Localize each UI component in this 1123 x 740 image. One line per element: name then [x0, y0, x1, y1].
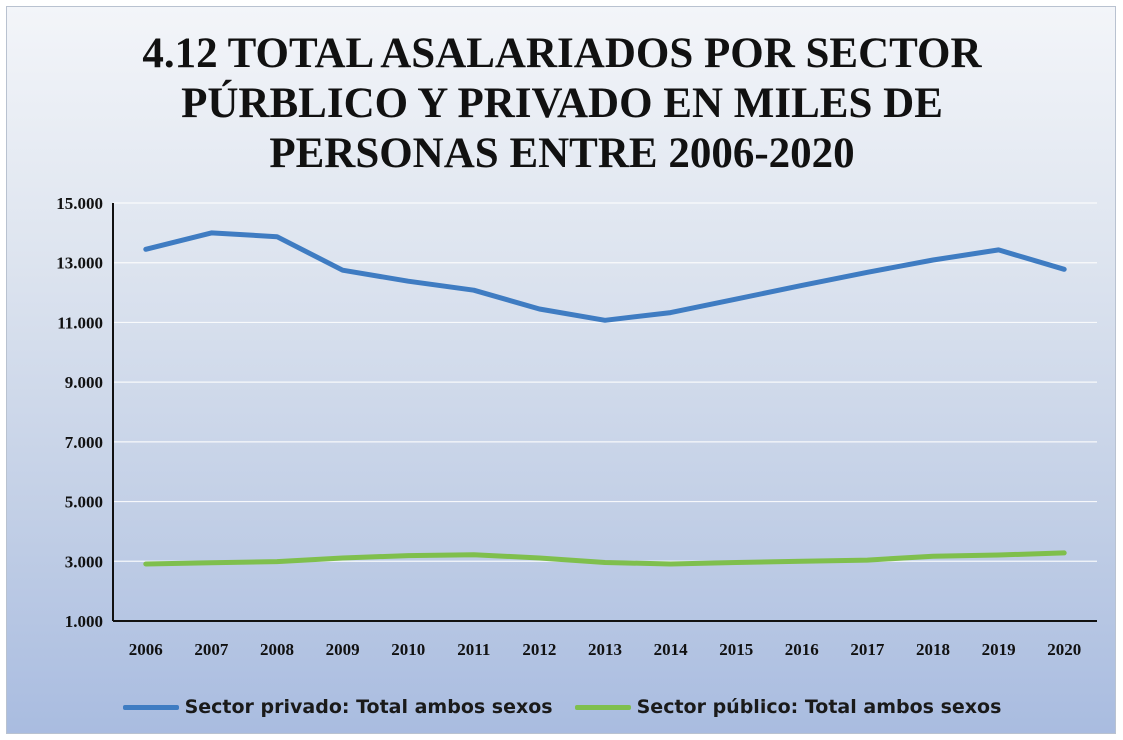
x-tick-label: 2020: [1047, 640, 1081, 659]
x-tick-label: 2017: [850, 640, 885, 659]
y-tick-label: 13.000: [56, 254, 103, 273]
x-tick-label: 2011: [457, 640, 490, 659]
x-tick-label: 2013: [588, 640, 622, 659]
chart-title-line-1: 4.12 TOTAL ASALARIADOS POR SECTOR: [142, 30, 982, 77]
x-tick-label: 2018: [916, 640, 950, 659]
chart-title: 4.12 TOTAL ASALARIADOS POR SECTOR PÚRBLI…: [7, 29, 1117, 179]
legend-item: Sector público: Total ambos sexos: [574, 696, 1002, 718]
y-tick-label: 1.000: [65, 612, 103, 631]
x-tick-label: 2015: [719, 640, 753, 659]
x-tick-label: 2019: [982, 640, 1016, 659]
y-tick-label: 9.000: [65, 373, 103, 392]
x-tick-label: 2006: [129, 640, 163, 659]
x-tick-label: 2014: [654, 640, 689, 659]
x-tick-label: 2007: [194, 640, 229, 659]
chart-frame: 4.12 TOTAL ASALARIADOS POR SECTOR PÚRBLI…: [6, 6, 1116, 734]
legend-label: Sector público: Total ambos sexos: [636, 696, 1002, 718]
x-tick-label: 2009: [326, 640, 360, 659]
chart-title-line-2: PÚRBLICO Y PRIVADO EN MILES DE: [181, 80, 943, 127]
series-line-sector-privado: [143, 230, 1067, 323]
line-chart: 1.000 3.000 5.000 7.000 9.000 11.000 13.000 15.…: [56, 194, 1097, 659]
y-tick-label: 3.000: [65, 552, 103, 571]
x-tick-label: 2012: [522, 640, 556, 659]
legend-label: Sector privado: Total ambos sexos: [184, 696, 553, 718]
y-tick-label: 7.000: [65, 433, 103, 452]
x-tick-label: 2016: [785, 640, 819, 659]
legend-swatch: [574, 704, 631, 710]
chart-title-line-3: PERSONAS ENTRE 2006-2020: [269, 130, 855, 177]
legend: Sector privado: Total ambos sexos Sector …: [7, 690, 1117, 724]
series-line-sector-publico: [143, 550, 1067, 567]
y-tick-label: 11.000: [57, 313, 103, 332]
legend-swatch: [122, 704, 179, 710]
x-tick-label: 2008: [260, 640, 294, 659]
y-tick-label: 15.000: [56, 194, 103, 213]
y-tick-label: 5.000: [65, 493, 103, 512]
legend-item: Sector privado: Total ambos sexos: [122, 696, 553, 718]
x-tick-label: 2010: [391, 640, 425, 659]
